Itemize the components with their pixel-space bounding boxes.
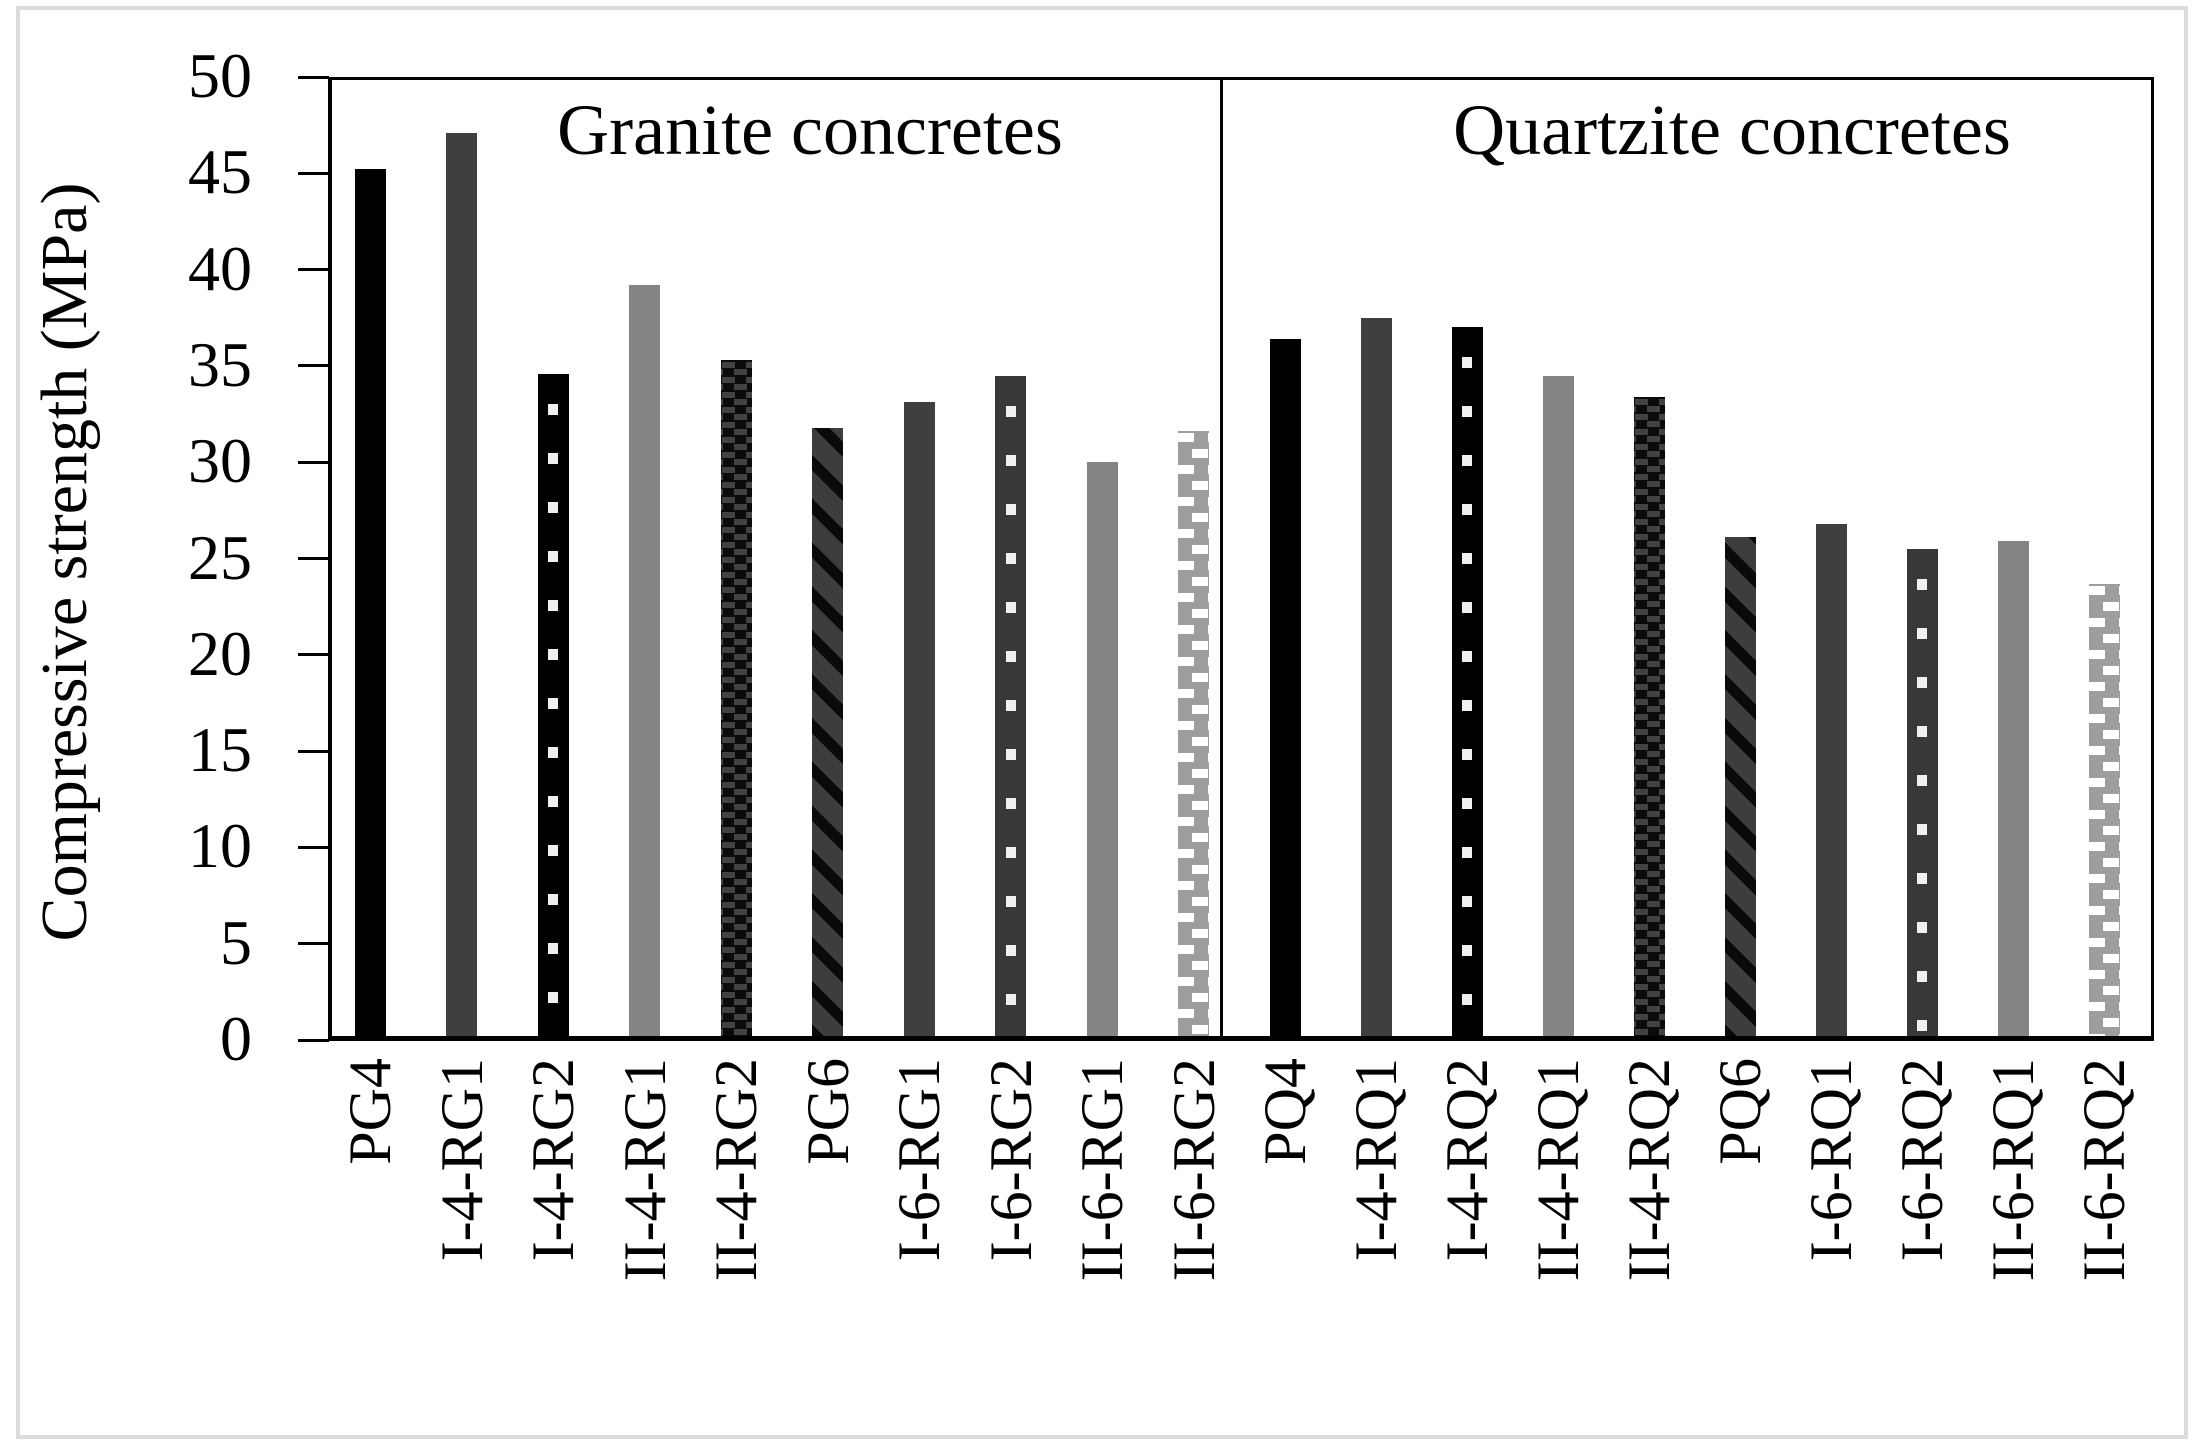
bar-PQ4 <box>1269 338 1301 1040</box>
x-axis-label-II-6-RG1: II-6-RG1 <box>1069 1058 1135 1282</box>
bar-II-4-RG1 <box>629 285 660 1040</box>
page-frame <box>16 6 2188 1439</box>
x-axis-label-I-4-RQ2: I-4-RQ2 <box>1434 1058 1500 1262</box>
y-tick-label: 40 <box>188 232 252 304</box>
x-axis-label-I-4-RQ1: I-4-RQ1 <box>1343 1058 1409 1262</box>
y-tick-mark <box>298 460 329 464</box>
bar-II-6-RG1 <box>1086 462 1118 1040</box>
x-axis-label-II-6-RQ1: II-6-RQ1 <box>1980 1058 2046 1282</box>
bar-I-4-RG1 <box>446 132 477 1040</box>
y-tick-mark <box>298 364 329 368</box>
x-axis-label-I-6-RG2: I-6-RG2 <box>977 1058 1044 1262</box>
y-tick-label: 10 <box>188 810 252 882</box>
bar-PG6 <box>812 427 843 1040</box>
bar-II-6-RG2 <box>1178 431 1209 1040</box>
bar-II-4-RQ1 <box>1542 375 1574 1040</box>
y-tick-label: 45 <box>188 136 252 208</box>
bar-I-4-RG2 <box>537 373 569 1040</box>
plot-right-border <box>2151 77 2154 1041</box>
x-axis-label-I-6-RQ2: I-6-RQ2 <box>1889 1058 1955 1262</box>
y-tick-label: 25 <box>188 521 252 593</box>
bar-II-4-RG2 <box>720 360 752 1040</box>
y-tick-label: 30 <box>188 425 252 497</box>
bar-I-6-RG1 <box>903 402 935 1040</box>
bar-I-6-RQ1 <box>1815 523 1847 1040</box>
y-tick-mark <box>298 171 329 175</box>
bar-II-6-RQ2 <box>2088 583 2120 1040</box>
x-axis-label-II-4-RG1: II-4-RG1 <box>611 1058 678 1282</box>
y-tick-label: 0 <box>220 1003 252 1074</box>
y-tick-mark <box>298 845 329 849</box>
y-tick-label: 35 <box>188 328 252 400</box>
y-tick-label: 15 <box>188 714 252 786</box>
x-axis-label-II-4-RQ1: II-4-RQ1 <box>1525 1058 1591 1282</box>
plot-top-border <box>328 77 2154 80</box>
x-axis-label-PQ4: PQ4 <box>1252 1058 1318 1165</box>
section-divider-line <box>1220 77 1223 1040</box>
bar-I-6-RG2 <box>995 375 1026 1040</box>
bar-II-4-RQ2 <box>1633 396 1665 1040</box>
x-axis-line <box>328 1036 2154 1041</box>
x-axis-label-II-4-RQ2: II-4-RQ2 <box>1616 1058 1682 1282</box>
granite-section-title: Granite concretes <box>557 90 1063 170</box>
y-tick-mark <box>298 1038 329 1042</box>
x-axis-label-I-6-RG1: I-6-RG1 <box>886 1058 952 1262</box>
y-tick-mark <box>298 268 329 272</box>
bar-PQ6 <box>1724 537 1756 1040</box>
y-axis-line <box>328 77 332 1041</box>
y-tick-label: 5 <box>220 906 252 978</box>
y-tick-mark <box>298 942 329 946</box>
y-tick-label: 50 <box>188 40 252 111</box>
bar-I-6-RQ2 <box>1906 548 1938 1040</box>
x-axis-label-I-6-RQ1: I-6-RQ1 <box>1798 1058 1864 1262</box>
quartzite-section-title: Quartzite concretes <box>1453 90 2011 170</box>
x-axis-label-PG4: PG4 <box>337 1058 403 1165</box>
x-axis-label-II-4-RG2: II-4-RG2 <box>703 1058 769 1282</box>
x-axis-label-II-6-RQ2: II-6-RQ2 <box>2071 1058 2137 1282</box>
bar-PG4 <box>354 169 386 1040</box>
bar-I-4-RQ1 <box>1360 317 1392 1040</box>
y-tick-label: 20 <box>188 617 252 689</box>
y-tick-mark <box>298 653 329 657</box>
y-tick-mark <box>298 75 329 79</box>
bar-I-4-RQ2 <box>1451 327 1483 1040</box>
x-axis-label-II-6-RG2: II-6-RG2 <box>1160 1058 1227 1282</box>
x-axis-label-PG6: PG6 <box>794 1058 861 1165</box>
y-tick-mark <box>298 557 329 560</box>
x-axis-label-I-4-RG1: I-4-RG1 <box>428 1058 495 1262</box>
bar-II-6-RQ1 <box>1997 541 2029 1040</box>
y-tick-mark <box>298 749 329 753</box>
x-axis-label-I-4-RG2: I-4-RG2 <box>520 1058 586 1262</box>
x-axis-label-PQ6: PQ6 <box>1707 1058 1773 1165</box>
